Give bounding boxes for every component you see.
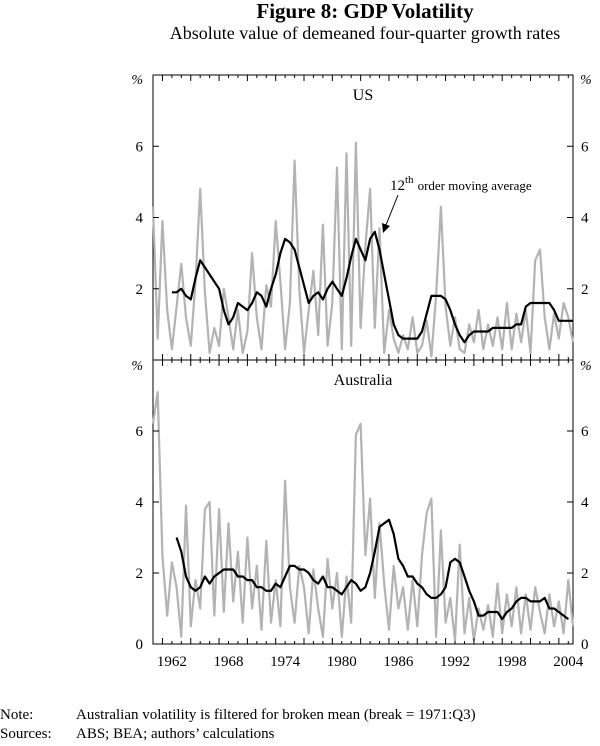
y-tick-label-australia-left: 4: [136, 495, 144, 511]
panel-title-us: US: [353, 87, 373, 104]
x-tick-label: 1992: [440, 654, 470, 670]
panel-frame-us: [152, 74, 574, 361]
x-tick-label: 1962: [157, 654, 187, 670]
figure-title: Figure 8: GDP Volatility: [256, 0, 474, 23]
y-tick-label-australia-right: 4: [581, 495, 589, 511]
unit-label-australia-left: %: [131, 359, 143, 374]
y-tick-label-australia-right: 2: [581, 566, 589, 582]
annotation-arrow-head: [382, 223, 390, 233]
annotation-rest: order moving average: [418, 178, 532, 193]
unit-label-australia-right: %: [580, 359, 592, 374]
x-tick-label: 1968: [214, 654, 244, 670]
x-tick-label: 1998: [497, 654, 527, 670]
y-tick-label-australia-left: 2: [136, 566, 144, 582]
panel-us: [151, 141, 575, 358]
annotation-base: 12: [390, 178, 405, 194]
panel-australia: [151, 390, 575, 642]
axes: 2 2 4 4 6 6 0 0 2 2 4 4 6 6 1962 1968 1974 1980 1986 1992 19…: [136, 75, 589, 670]
note-label: Note:: [0, 707, 34, 723]
sources-line: Sources: ABS; BEA; authors’ calculations: [0, 725, 274, 743]
note-line: Note: Australian volatility is filtered f…: [0, 706, 476, 724]
x-tick-label: 1980: [327, 654, 357, 670]
y-tick-label-australia-right: 0: [581, 637, 589, 653]
sources-text: ABS; BEA; authors’ calculations: [76, 726, 275, 742]
x-tick-label: 2004: [553, 654, 584, 670]
series-line-australia-volatility: [151, 390, 575, 642]
x-tick-label: 1974: [270, 654, 301, 670]
y-tick-label-australia-left: 6: [136, 424, 144, 440]
series-line-us-volatility: [151, 141, 575, 358]
unit-label-us-right: %: [580, 73, 592, 88]
annotation-sup: th: [405, 174, 414, 186]
y-tick-label-us-left: 4: [136, 211, 144, 227]
y-tick-label-us-left: 2: [136, 282, 144, 298]
y-tick-label-australia-right: 6: [581, 424, 589, 440]
series-line-us-moving-average: [171, 230, 573, 344]
note-text: Australian volatility is filtered for br…: [76, 707, 476, 723]
moving-average-annotation: 12th order moving average: [390, 174, 532, 194]
series-line-australia-moving-average: [175, 518, 569, 621]
unit-label-us-left: %: [131, 73, 143, 88]
y-tick-label-us-left: 6: [136, 139, 144, 155]
y-tick-label-australia-left: 0: [136, 637, 144, 653]
y-tick-label-us-right: 6: [581, 139, 589, 155]
y-tick-label-us-right: 2: [581, 282, 589, 298]
figure-subtitle: Absolute value of demeaned four-quarter …: [169, 23, 561, 43]
panel-title-australia: Australia: [334, 372, 393, 389]
y-tick-label-us-right: 4: [581, 211, 589, 227]
x-tick-label: 1986: [383, 654, 414, 670]
annotation-arrow-line: [385, 194, 399, 226]
sources-label: Sources:: [0, 726, 52, 742]
